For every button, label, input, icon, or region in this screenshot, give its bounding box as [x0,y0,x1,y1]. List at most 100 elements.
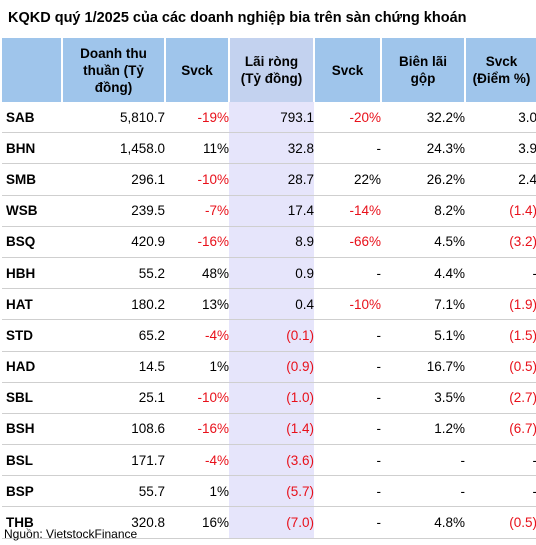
cell-gross-margin: 4.8% [381,506,465,539]
cell-net-profit: 0.9 [229,257,314,290]
cell-revenue-yoy: -4% [165,319,229,352]
header-revenue: Doanh thu thuần (Tỷ đồng) [62,38,166,102]
cell-net-profit: (0.9) [229,351,314,383]
header-revenue-yoy: Svck [165,38,230,102]
cell-net-profit-yoy: - [314,132,381,165]
cell-net-profit-yoy: - [314,351,381,383]
cell-net-profit-yoy: 22% [314,163,381,196]
cell-gross-margin: 4.5% [381,226,465,258]
cell-revenue-yoy: -16% [165,226,229,258]
table-row: BSH 108.6 -16% (1.4) -1.2% (6.7) [2,413,536,446]
header-net-profit-label: Lãi ròng (Tỷ đồng) [240,54,303,86]
cell-gross-margin: 32.2% [381,102,465,134]
cell-net-profit-yoy: - [314,506,381,539]
cell-revenue: 296.1 [62,163,165,196]
cell-ticker: SAB [2,102,62,134]
cell-ticker: BSQ [2,226,62,258]
cell-net-profit: 0.4 [229,288,314,321]
cell-gross-margin-yoy: - [465,444,536,477]
cell-ticker: HAD [2,351,62,383]
cell-revenue-yoy: 13% [165,288,229,321]
cell-gross-margin-yoy: (2.7) [465,382,536,414]
cell-net-profit-yoy: - [314,475,381,508]
cell-net-profit-yoy: -66% [314,226,381,258]
table-row: SMB 296.1 -10% 28.7 22% 26.2% 2.4 [2,163,536,196]
cell-net-profit: (1.0) [229,382,314,414]
cell-revenue: 5,810.7 [62,102,165,134]
source-note: Nguồn: VietstockFinance [4,527,138,541]
cell-gross-margin: 26.2% [381,163,465,196]
cell-revenue-yoy: 48% [165,257,229,290]
table-body: SAB 5,810.7 -19% 793.1 -20% 32.2% 3.0 BHN 1,458.… [2,102,536,539]
cell-net-profit-yoy: -10% [314,288,381,321]
cell-net-profit-yoy: - [314,382,381,414]
cell-net-profit: (7.0) [229,506,314,539]
cell-gross-margin: - [381,444,465,477]
cell-ticker: BHN [2,132,62,165]
cell-net-profit: (0.1) [229,319,314,352]
cell-gross-margin: 24.3% [381,132,465,165]
table-row: STD 65.2 -4% (0.1) -5.1% (1.5) [2,319,536,352]
cell-gross-margin-yoy: (3.2) [465,226,536,258]
cell-net-profit-yoy: -20% [314,102,381,134]
cell-revenue-yoy: -19% [165,102,229,134]
cell-revenue: 420.9 [62,226,165,258]
cell-gross-margin: 16.7% [381,351,465,383]
cell-net-profit-yoy: - [314,444,381,477]
cell-net-profit-yoy: - [314,413,381,446]
header-net-profit-yoy: Svck [314,38,382,102]
table-row: BHN 1,458.0 11% 32.8-24.3% 3.9 [2,132,536,165]
table-row: THB 320.8 16% (7.0) -4.8% (0.5) [2,506,536,539]
cell-net-profit: (5.7) [229,475,314,508]
cell-net-profit: (3.6) [229,444,314,477]
cell-net-profit-yoy: -14% [314,195,381,227]
header-row: Doanh thu thuần (Tỷ đồng) Svck Lãi ròng … [2,38,536,102]
cell-revenue-yoy: -10% [165,382,229,414]
cell-revenue: 171.7 [62,444,165,477]
cell-gross-margin: 1.2% [381,413,465,446]
cell-net-profit: (1.4) [229,413,314,446]
cell-revenue-yoy: -16% [165,413,229,446]
cell-revenue-yoy: 1% [165,351,229,383]
cell-ticker: BSH [2,413,62,446]
header-ticker [2,38,63,102]
cell-revenue: 239.5 [62,195,165,227]
cell-net-profit: 8.9 [229,226,314,258]
earnings-table: Doanh thu thuần (Tỷ đồng) Svck Lãi ròng … [2,38,536,539]
table-row: HAD 14.5 1% (0.9) -16.7% (0.5) [2,351,536,383]
cell-ticker: BSL [2,444,62,477]
cell-revenue: 14.5 [62,351,165,383]
cell-gross-margin-yoy: - [465,257,536,290]
cell-gross-margin-yoy: (0.5) [465,351,536,383]
cell-gross-margin-yoy: (1.5) [465,319,536,352]
cell-ticker: HBH [2,257,62,290]
header-gross-margin-yoy-label: Svck (Điểm %) [472,54,531,86]
cell-revenue-yoy: 11% [165,132,229,165]
table-row: BSQ 420.9 -16% 8.9 -66% 4.5% (3.2) [2,226,536,258]
cell-gross-margin-yoy: (1.4) [465,195,536,227]
table-row: HAT 180.2 13% 0.4 -10% 7.1% (1.9) [2,288,536,321]
cell-gross-margin: 7.1% [381,288,465,321]
cell-ticker: THB [2,506,62,539]
cell-revenue: 25.1 [62,382,165,414]
cell-revenue: 180.2 [62,288,165,321]
cell-gross-margin-yoy: 2.4 [465,163,536,196]
header-net-profit: Lãi ròng (Tỷ đồng) [229,38,315,102]
cell-net-profit: 793.1 [229,102,314,134]
header-gross-margin: Biên lãi gộp [381,38,466,102]
cell-gross-margin: - [381,475,465,508]
cell-revenue: 1,458.0 [62,132,165,165]
cell-revenue: 55.2 [62,257,165,290]
cell-ticker: WSB [2,195,62,227]
cell-net-profit-yoy: - [314,319,381,352]
cell-revenue: 320.8 [62,506,165,539]
cell-revenue: 108.6 [62,413,165,446]
cell-ticker: STD [2,319,62,352]
cell-gross-margin-yoy: 3.9 [465,132,536,165]
cell-gross-margin: 4.4% [381,257,465,290]
cell-gross-margin-yoy: (0.5) [465,506,536,539]
cell-revenue-yoy: -7% [165,195,229,227]
cell-net-profit: 32.8 [229,132,314,165]
